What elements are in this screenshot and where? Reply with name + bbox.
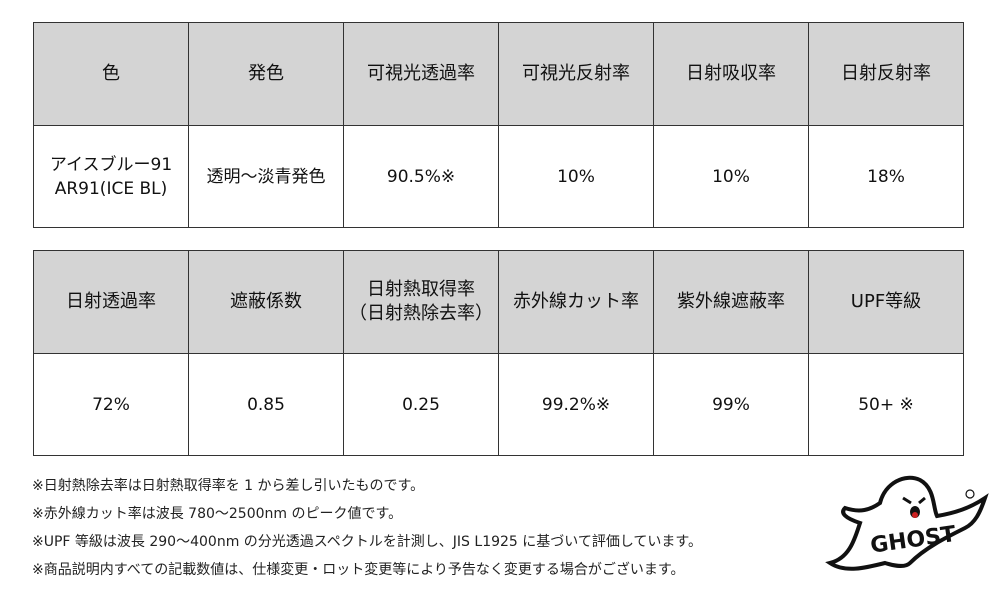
header-cell: 発色 <box>188 22 344 126</box>
header-cell: UPF等級 <box>808 250 964 354</box>
table-row: アイスブルー91 AR91(ICE BL) 透明〜淡青発色 90.5%※ 10%… <box>33 125 964 228</box>
value-cell: 99.2%※ <box>498 353 654 456</box>
table-header-row: 日射透過率 遮蔽係数 日射熱取得率 （日射熱除去率） 赤外線カット率 紫外線遮蔽… <box>33 250 964 354</box>
value-cell: 10% <box>498 125 654 228</box>
header-cell: 可視光透過率 <box>343 22 499 126</box>
value-cell: 0.85 <box>188 353 344 456</box>
header-cell: 遮蔽係数 <box>188 250 344 354</box>
footnote: ※商品説明内すべての記載数値は、仕様変更・ロット変更等により予告なく変更する場合… <box>32 562 685 578</box>
header-cell: 日射吸収率 <box>653 22 809 126</box>
value-cell: 18% <box>808 125 964 228</box>
value-cell: 透明〜淡青発色 <box>188 125 344 228</box>
ghost-logo-icon: GHOST <box>825 475 989 571</box>
value-cell: 90.5%※ <box>343 125 499 228</box>
footnote: ※日射熱除去率は日射熱取得率を 1 から差し引いたものです。 <box>32 478 425 494</box>
header-cell: 日射反射率 <box>808 22 964 126</box>
optical-spec-table-1: 色 発色 可視光透過率 可視光反射率 日射吸収率 日射反射率 アイスブルー91 … <box>33 22 964 228</box>
value-cell: 10% <box>653 125 809 228</box>
value-cell: 50+ ※ <box>808 353 964 456</box>
value-cell: 72% <box>33 353 189 456</box>
header-cell: 可視光反射率 <box>498 22 654 126</box>
value-cell: 99% <box>653 353 809 456</box>
header-cell: 色 <box>33 22 189 126</box>
value-cell: アイスブルー91 AR91(ICE BL) <box>33 125 189 228</box>
value-cell: 0.25 <box>343 353 499 456</box>
footnotes: ※日射熱除去率は日射熱取得率を 1 から差し引いたものです。 ※赤外線カット率は… <box>32 472 702 584</box>
header-cell: 紫外線遮蔽率 <box>653 250 809 354</box>
optical-spec-table-2: 日射透過率 遮蔽係数 日射熱取得率 （日射熱除去率） 赤外線カット率 紫外線遮蔽… <box>33 250 964 456</box>
header-cell: 赤外線カット率 <box>498 250 654 354</box>
header-cell: 日射透過率 <box>33 250 189 354</box>
footnote: ※赤外線カット率は波長 780〜2500nm のピーク値です。 <box>32 506 403 522</box>
footnote: ※UPF 等級は波長 290〜400nm の分光透過スペクトルを計測し、JIS … <box>32 534 703 550</box>
table-header-row: 色 発色 可視光透過率 可視光反射率 日射吸収率 日射反射率 <box>33 22 964 126</box>
table-row: 72% 0.85 0.25 99.2%※ 99% 50+ ※ <box>33 353 964 456</box>
header-cell: 日射熱取得率 （日射熱除去率） <box>343 250 499 354</box>
